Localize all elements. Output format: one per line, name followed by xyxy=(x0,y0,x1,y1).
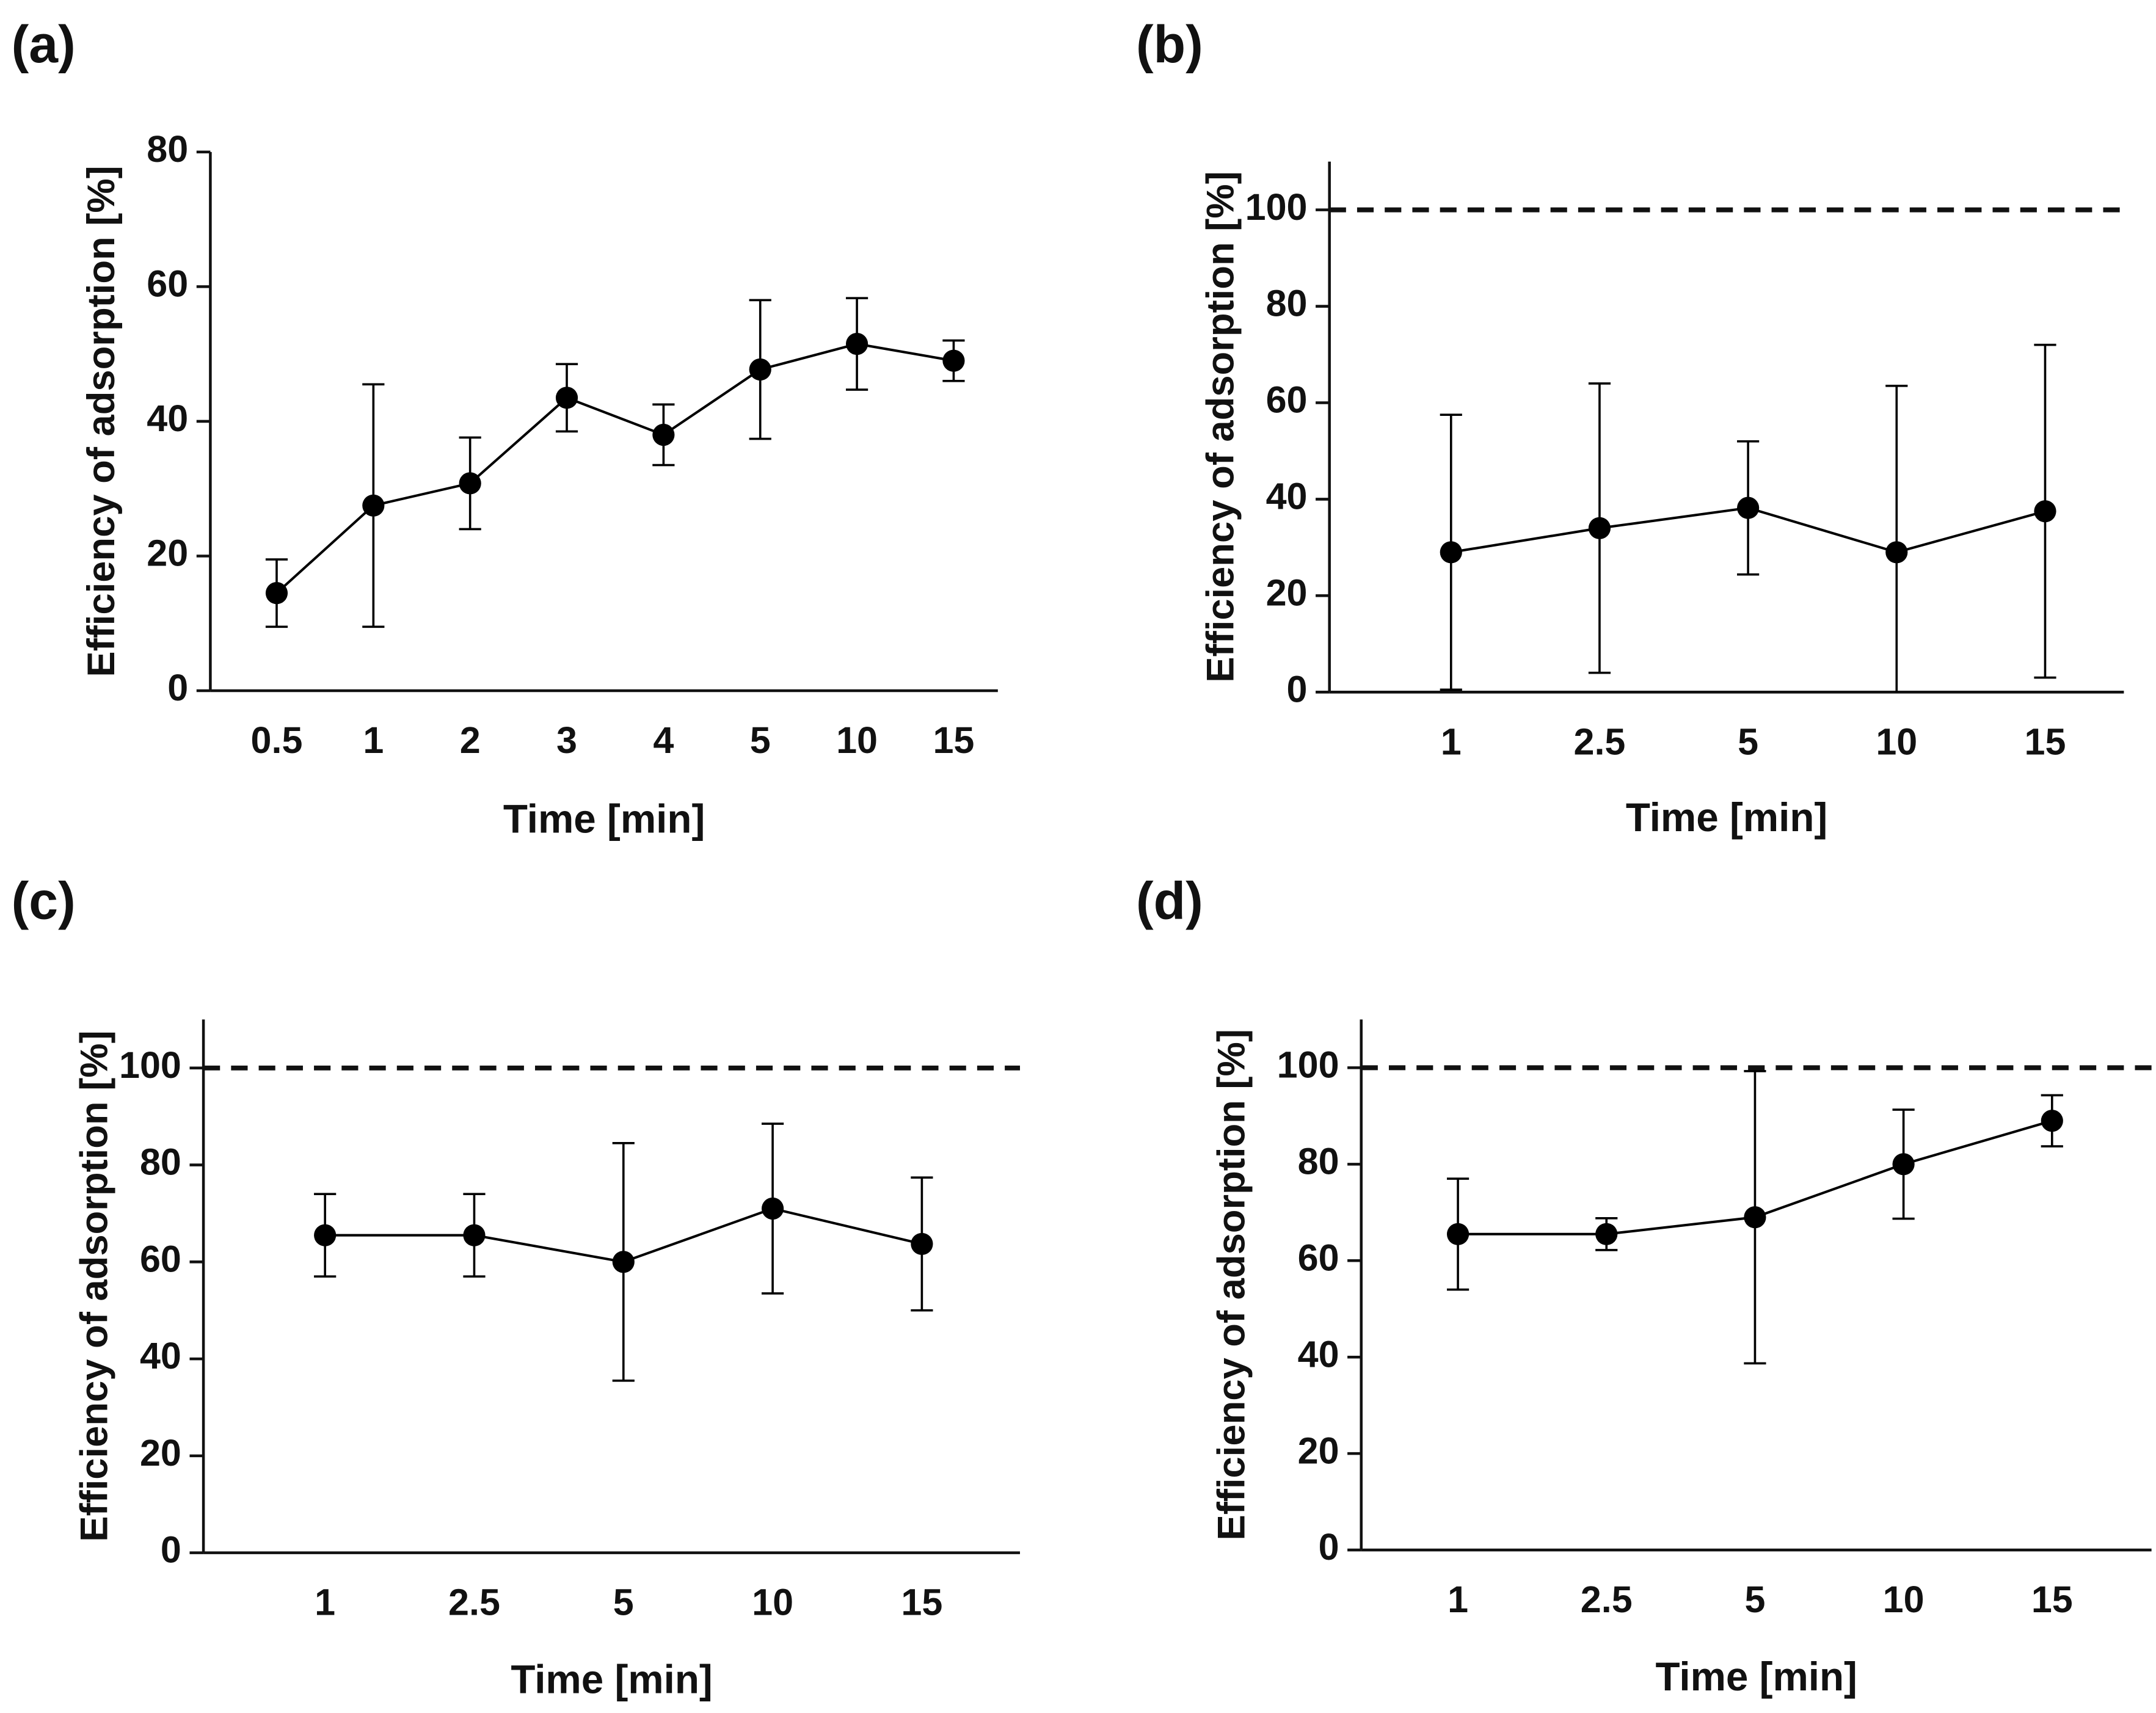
x-axis-label: Time [min] xyxy=(1626,795,1827,840)
data-point xyxy=(2041,1110,2063,1132)
y-tick-label: 20 xyxy=(147,533,188,574)
x-tick-label: 1 xyxy=(363,719,384,761)
panel-label: (d) xyxy=(1136,871,1203,930)
data-point xyxy=(1440,541,1462,564)
data-point xyxy=(1892,1153,1915,1176)
plot-area xyxy=(314,1122,933,1382)
data-point xyxy=(555,387,578,409)
y-tick-label: 80 xyxy=(147,128,188,170)
y-tick-label: 0 xyxy=(1319,1526,1339,1568)
y-tick-label: 20 xyxy=(140,1432,181,1474)
y-tick-label: 60 xyxy=(147,263,188,305)
x-tick-label: 15 xyxy=(933,719,974,761)
y-tick-label: 0 xyxy=(1287,668,1308,710)
data-point xyxy=(463,1224,486,1246)
y-axis-label: Efficiency of adsorption [%] xyxy=(1210,1029,1253,1540)
y-axis-label: Efficiency of adsorption [%] xyxy=(80,165,123,677)
x-tick-label: 2.5 xyxy=(1573,721,1625,762)
panel-label: (b) xyxy=(1136,15,1203,74)
y-tick-label: 80 xyxy=(140,1141,181,1183)
x-axis-label: Time [min] xyxy=(1655,1654,1857,1699)
x-tick-label: 1 xyxy=(315,1582,335,1623)
x-tick-label: 5 xyxy=(613,1582,634,1623)
x-tick-label: 4 xyxy=(653,719,674,761)
data-point xyxy=(2034,500,2056,523)
y-tick-label: 60 xyxy=(140,1238,181,1279)
data-point xyxy=(761,1197,784,1220)
x-tick-label: 10 xyxy=(836,719,878,761)
panel-label: (c) xyxy=(12,871,76,930)
series-line xyxy=(275,343,954,594)
data-point xyxy=(1744,1206,1766,1229)
y-tick-label: 0 xyxy=(167,667,188,708)
data-point xyxy=(1588,517,1611,539)
x-axis-label: Time [min] xyxy=(511,1657,712,1702)
plot-area xyxy=(1440,343,2056,693)
y-tick-label: 40 xyxy=(1298,1333,1339,1375)
x-tick-label: 2.5 xyxy=(448,1582,500,1623)
data-point xyxy=(652,423,675,446)
data-point xyxy=(749,358,771,381)
data-point xyxy=(1595,1223,1618,1245)
y-tick-label: 20 xyxy=(1298,1430,1339,1471)
plot-area xyxy=(1446,1070,2063,1365)
x-tick-label: 2.5 xyxy=(1581,1579,1633,1620)
y-tick-label: 60 xyxy=(1266,379,1308,421)
x-tick-label: 2 xyxy=(460,719,481,761)
y-tick-label: 80 xyxy=(1266,283,1308,324)
data-point xyxy=(942,349,965,372)
x-tick-label: 5 xyxy=(750,719,771,761)
data-point xyxy=(314,1224,337,1246)
y-axis-label: Efficiency of adsorption [%] xyxy=(73,1030,116,1541)
data-point xyxy=(1446,1223,1470,1245)
x-tick-label: 0.5 xyxy=(251,719,303,761)
x-tick-label: 1 xyxy=(1448,1579,1468,1620)
data-point xyxy=(1737,496,1760,519)
y-tick-label: 100 xyxy=(1277,1044,1339,1086)
y-tick-label: 80 xyxy=(1298,1140,1339,1182)
plot-area xyxy=(265,297,965,628)
data-point xyxy=(845,333,869,355)
data-point xyxy=(1885,541,1908,564)
data-point xyxy=(612,1251,635,1273)
x-tick-label: 15 xyxy=(901,1582,942,1623)
x-tick-label: 10 xyxy=(1883,1579,1925,1620)
x-tick-label: 3 xyxy=(556,719,577,761)
y-tick-label: 40 xyxy=(1266,476,1308,517)
y-tick-label: 60 xyxy=(1298,1237,1339,1278)
y-tick-label: 40 xyxy=(147,398,188,439)
x-tick-label: 1 xyxy=(1441,721,1462,762)
panel-label: (a) xyxy=(12,15,76,74)
x-tick-label: 10 xyxy=(752,1582,793,1623)
data-point xyxy=(265,582,288,605)
y-tick-label: 0 xyxy=(161,1529,181,1571)
data-point xyxy=(911,1232,933,1256)
data-point xyxy=(459,472,481,495)
x-tick-label: 15 xyxy=(2025,721,2066,762)
y-axis-label: Efficiency of adsorption [%] xyxy=(1199,171,1242,682)
y-tick-label: 100 xyxy=(119,1044,181,1086)
x-tick-label: 5 xyxy=(1744,1579,1765,1620)
x-tick-label: 10 xyxy=(1876,721,1917,762)
y-tick-label: 100 xyxy=(1245,186,1308,228)
x-tick-label: 15 xyxy=(2031,1579,2073,1620)
y-tick-label: 20 xyxy=(1266,572,1308,614)
y-tick-label: 40 xyxy=(140,1335,181,1377)
x-axis-label: Time [min] xyxy=(503,796,705,841)
data-point xyxy=(362,494,385,517)
x-tick-label: 5 xyxy=(1738,721,1758,762)
